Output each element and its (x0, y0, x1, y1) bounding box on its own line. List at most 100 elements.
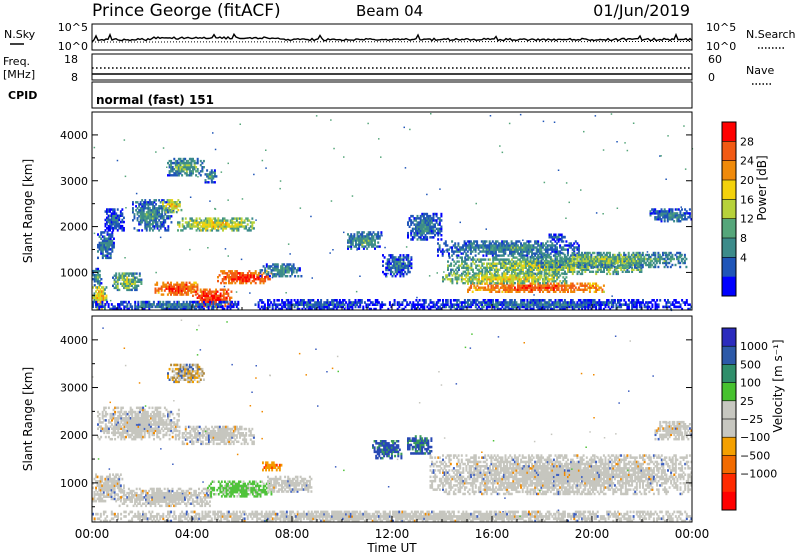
power-cell (189, 219, 192, 222)
power-cell (98, 235, 101, 238)
power-cell (249, 225, 252, 228)
power-cell (496, 272, 499, 275)
power-cell (275, 263, 278, 266)
power-cell (601, 270, 604, 273)
power-cell (605, 263, 608, 267)
power-cell (573, 266, 576, 269)
power-cell (496, 280, 499, 283)
power-cell (457, 244, 460, 247)
power-cell (491, 254, 494, 257)
power-cell (504, 266, 507, 269)
power-cell (562, 288, 565, 291)
power-cell (139, 207, 142, 210)
power-cell (171, 210, 174, 214)
power-cell (524, 244, 527, 247)
power-cell (402, 254, 405, 257)
power-cell (599, 268, 602, 271)
power-cell (567, 244, 569, 247)
power-cell (270, 271, 273, 274)
power-cell (97, 273, 100, 277)
power-cell (119, 212, 122, 215)
power-cell (161, 207, 164, 210)
power-cell (121, 214, 124, 217)
power-cell (217, 227, 220, 230)
power-cell (521, 288, 524, 291)
power-cell (285, 299, 288, 302)
power-cell (665, 251, 668, 255)
power-cell (415, 307, 418, 311)
noise-right-tick-bottom: 10^0 (706, 40, 736, 53)
power-cell (364, 239, 367, 242)
power-cell (507, 305, 510, 309)
power-cell (579, 261, 582, 265)
power-cell (165, 283, 168, 286)
power-cell (288, 301, 291, 304)
power-cell (599, 261, 602, 265)
power-cell (465, 274, 468, 277)
power-cell (601, 259, 604, 263)
power-cell (279, 307, 282, 311)
power-cell (369, 241, 372, 244)
power-cell (632, 255, 635, 259)
power-cell (459, 301, 462, 304)
power-cell (462, 264, 465, 267)
power-cell (551, 288, 554, 291)
power-cell (498, 250, 501, 253)
power-cell (643, 255, 646, 259)
power-cell (485, 248, 488, 251)
power-cell (513, 250, 516, 253)
power-cell (234, 227, 237, 230)
power-cell (518, 252, 521, 255)
power-cell (474, 246, 477, 249)
power-cell (278, 275, 281, 278)
power-cell (331, 307, 334, 311)
power-cell (183, 225, 186, 228)
power-cell (596, 255, 599, 259)
power-cell (635, 263, 638, 267)
power-cell (635, 259, 638, 263)
power-cell (429, 301, 432, 304)
power-cell (520, 242, 522, 245)
power-cell (486, 268, 488, 271)
power-cell (364, 235, 367, 238)
power-cell (570, 257, 572, 261)
power-cell (174, 283, 177, 286)
power-cell (562, 280, 565, 283)
power-cell (111, 246, 114, 249)
power-cell (295, 269, 298, 272)
power-cell (109, 243, 112, 247)
power-cell (498, 290, 501, 293)
power-cell (126, 305, 129, 309)
power-cell (524, 284, 527, 287)
power-cell (289, 267, 292, 270)
power-cell (528, 272, 531, 276)
power-cell (207, 181, 210, 184)
power-cell (130, 272, 133, 275)
power-cell (484, 272, 487, 275)
power-cell (502, 272, 505, 275)
power-cell (637, 259, 640, 263)
power-cell (440, 227, 443, 231)
power-cell (577, 263, 580, 267)
power-cell (219, 292, 222, 295)
power-cell (422, 219, 425, 222)
power-cell (286, 269, 289, 272)
power-cell (165, 305, 168, 309)
power-cell (538, 252, 541, 255)
power-cell (646, 253, 649, 257)
power-cell (399, 254, 402, 257)
power-cell (112, 222, 115, 226)
power-cell (534, 272, 537, 276)
power-cell (616, 261, 619, 265)
power-cell (161, 209, 164, 212)
power-cell (587, 266, 590, 269)
power-cell (486, 270, 488, 273)
power-cell (504, 307, 507, 311)
power-cell (579, 257, 582, 261)
power-cell (542, 282, 544, 285)
power-cell (348, 241, 351, 244)
power-cell (435, 301, 438, 304)
power-cell (490, 276, 493, 279)
power-cell (214, 225, 217, 228)
power-cell (228, 270, 230, 273)
